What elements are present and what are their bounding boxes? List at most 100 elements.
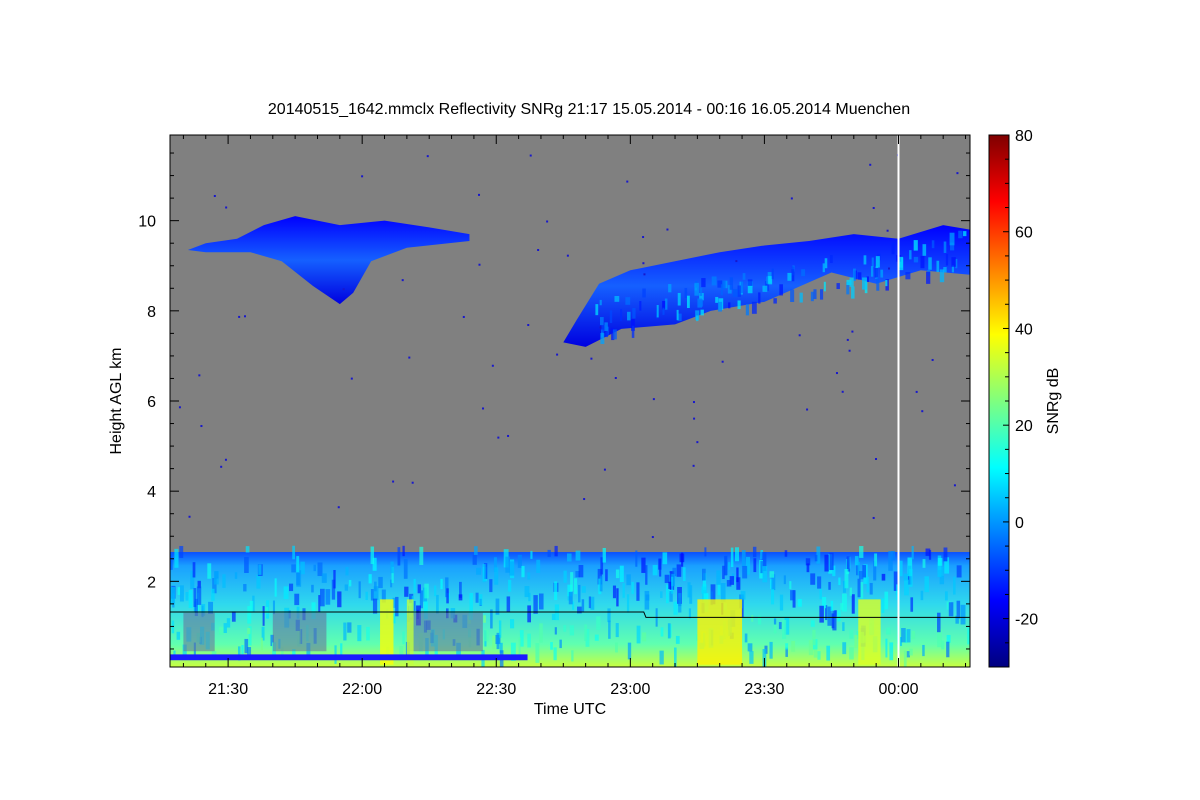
echo-cell (631, 581, 634, 594)
echo-cell (951, 265, 955, 273)
y-tick-label: 6 (147, 394, 156, 411)
echo-cell (581, 599, 585, 613)
echo-cell (939, 269, 945, 283)
echo-cell (612, 585, 617, 599)
noise-speck (696, 441, 699, 444)
echo-cell (904, 579, 909, 596)
echo-cell (844, 568, 849, 589)
echo-cell (944, 591, 948, 601)
echo-cell (484, 563, 488, 579)
echo-cell (810, 620, 815, 627)
noise-speck (478, 193, 481, 196)
echo-cell (374, 581, 377, 592)
echo-cell (320, 588, 325, 607)
echo-cell (716, 570, 721, 585)
echo-cell (615, 569, 620, 579)
echo-cell (424, 583, 429, 599)
echo-cell (499, 642, 503, 654)
noise-speck (224, 458, 227, 461)
echo-cell (909, 568, 913, 587)
echo-cell (751, 301, 757, 314)
echo-cell (404, 586, 409, 597)
echo-cell (785, 647, 788, 657)
echo-cell (554, 627, 557, 635)
echo-cell (539, 623, 543, 643)
echo-cell (832, 565, 836, 577)
threshold-line (170, 611, 970, 618)
echo-cell (904, 630, 908, 644)
echo-cell (880, 269, 884, 278)
echo-cell (737, 300, 741, 310)
noise-speck (956, 172, 959, 175)
echo-cell (742, 565, 748, 579)
echo-cell (851, 594, 855, 614)
y-axis: 2 4 6 8 10 (138, 152, 970, 650)
echo-cell (676, 309, 679, 321)
echo-cell (585, 628, 590, 647)
echo-cell (604, 322, 608, 331)
echo-cell (849, 647, 854, 660)
echo-cell (676, 564, 682, 577)
echo-cell (849, 587, 852, 596)
echo-cell (956, 600, 961, 619)
echo-cell (832, 610, 837, 631)
echo-cell (779, 594, 784, 611)
echo-cell (347, 622, 352, 633)
echo-cell (547, 549, 551, 557)
echo-cell (673, 601, 678, 615)
echo-cell (717, 583, 721, 596)
echo-cell (559, 639, 562, 649)
echo-cell (498, 620, 502, 638)
echo-cell (493, 557, 497, 572)
echo-cell (620, 309, 623, 321)
noise-speck (692, 401, 695, 404)
echo-cell (289, 583, 294, 592)
echo-cell (922, 644, 925, 657)
echo-cell (903, 573, 909, 581)
echo-cell (197, 580, 201, 589)
echo-cell (176, 631, 181, 640)
echo-cell (681, 552, 684, 567)
echo-cell (509, 561, 515, 576)
echo-cell (840, 603, 844, 611)
echo-cell (563, 570, 567, 583)
echo-cell (533, 595, 538, 614)
noise-speck (721, 360, 724, 363)
echo-cell (735, 547, 740, 562)
echo-cell (825, 605, 828, 621)
echo-cell (378, 576, 383, 589)
echo-cell (436, 594, 439, 614)
echo-cell (609, 310, 613, 323)
echo-cell (605, 569, 608, 582)
noise-speck (921, 410, 924, 413)
echo-cell (340, 643, 343, 656)
echo-cell (922, 244, 927, 256)
noise-speck (537, 248, 540, 251)
echo-cell (247, 606, 252, 624)
noise-speck (238, 315, 241, 318)
noise-speck (213, 194, 216, 197)
echo-cell (358, 581, 361, 599)
echo-cell (790, 289, 795, 302)
colorbar-tick-label: 20 (1015, 418, 1033, 435)
echo-cell (688, 608, 692, 619)
echo-cell (469, 593, 473, 613)
echo-cell (862, 277, 867, 290)
noise-speck (243, 315, 246, 318)
echo-cell (866, 576, 869, 593)
echo-cell (458, 594, 463, 601)
echo-cell (810, 291, 814, 302)
echo-cell (317, 562, 323, 577)
echo-cell (682, 567, 686, 581)
noise-speck (361, 175, 364, 178)
echo-cell (668, 581, 674, 589)
echo-cell (742, 273, 746, 280)
noise-speck (482, 407, 485, 410)
y-tick-label: 2 (147, 574, 156, 591)
echo-cell (510, 642, 516, 661)
echo-cell (409, 593, 414, 604)
echo-cell (849, 277, 854, 287)
echo-cell (726, 580, 732, 587)
echo-cell (720, 284, 723, 296)
